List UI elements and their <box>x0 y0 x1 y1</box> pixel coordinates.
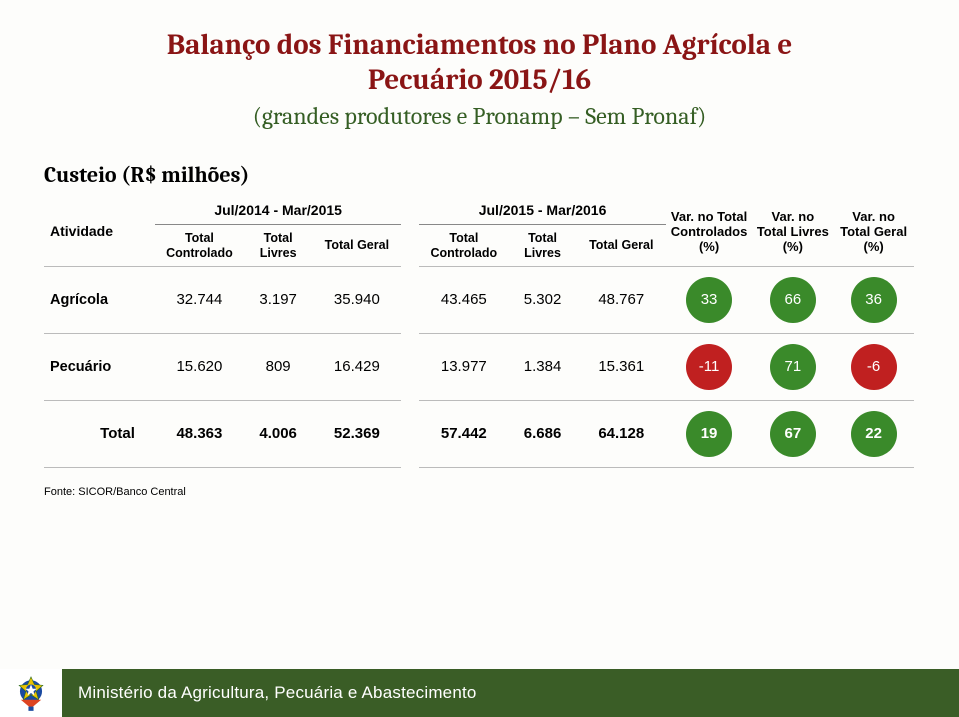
cell: 35.940 <box>312 266 401 333</box>
cell: 4.006 <box>244 400 313 467</box>
col-p1-livres: Total Livres <box>244 225 313 267</box>
page-title-line1: Balanço dos Financiamentos no Plano Agrí… <box>0 0 959 64</box>
cell: 5.302 <box>508 266 577 333</box>
coat-of-arms-icon <box>14 674 48 712</box>
footer: Ministério da Agricultura, Pecuária e Ab… <box>0 669 959 717</box>
row-label: Total <box>44 400 155 467</box>
row-label: Agrícola <box>44 266 155 333</box>
period-2-header: Jul/2015 - Mar/2016 <box>419 196 665 225</box>
var-cell: 33 <box>666 266 753 333</box>
col-p1-controlado: Total Controlado <box>155 225 244 267</box>
source-note: Fonte: SICOR/Banco Central <box>44 486 959 498</box>
cell: 52.369 <box>312 400 401 467</box>
col-var-geral: Var. no Total Geral (%) <box>833 196 914 266</box>
data-table: Atividade Jul/2014 - Mar/2015 Jul/2015 -… <box>44 196 914 468</box>
var-cell: 19 <box>666 400 753 467</box>
badge: 36 <box>851 277 897 323</box>
badge: 71 <box>770 344 816 390</box>
col-activity: Atividade <box>44 196 155 266</box>
var-cell: 71 <box>752 333 833 400</box>
badge: -6 <box>851 344 897 390</box>
cell: 64.128 <box>577 400 666 467</box>
col-var-controlados: Var. no Total Controlados (%) <box>666 196 753 266</box>
cell: 15.620 <box>155 333 244 400</box>
cell: 48.767 <box>577 266 666 333</box>
var-cell: -11 <box>666 333 753 400</box>
page-title-line2: Pecuário 2015/16 <box>0 64 959 99</box>
badge: 19 <box>686 411 732 457</box>
table-row: Agrícola32.7443.19735.940 43.4655.30248.7… <box>44 266 914 333</box>
badge: 67 <box>770 411 816 457</box>
cell: 13.977 <box>419 333 508 400</box>
cell: 43.465 <box>419 266 508 333</box>
footer-logo-box <box>0 669 62 717</box>
col-p2-geral: Total Geral <box>577 225 666 267</box>
period-1-header: Jul/2014 - Mar/2015 <box>155 196 401 225</box>
col-p2-livres: Total Livres <box>508 225 577 267</box>
cell: 48.363 <box>155 400 244 467</box>
var-cell: -6 <box>833 333 914 400</box>
cell: 32.744 <box>155 266 244 333</box>
badge: -11 <box>686 344 732 390</box>
var-cell: 22 <box>833 400 914 467</box>
footer-text: Ministério da Agricultura, Pecuária e Ab… <box>62 669 959 717</box>
table-row: Pecuário15.62080916.429 13.9771.38415.361… <box>44 333 914 400</box>
badge: 66 <box>770 277 816 323</box>
cell: 16.429 <box>312 333 401 400</box>
cell: 15.361 <box>577 333 666 400</box>
cell: 809 <box>244 333 313 400</box>
section-label: Custeio (R$ milhões) <box>44 162 959 188</box>
var-cell: 66 <box>752 266 833 333</box>
cell: 1.384 <box>508 333 577 400</box>
badge: 33 <box>686 277 732 323</box>
row-label: Pecuário <box>44 333 155 400</box>
cell: 6.686 <box>508 400 577 467</box>
table-total-row: Total48.3634.00652.369 57.4426.68664.128 1… <box>44 400 914 467</box>
page: Balanço dos Financiamentos no Plano Agrí… <box>0 0 959 717</box>
cell: 3.197 <box>244 266 313 333</box>
cell: 57.442 <box>419 400 508 467</box>
col-var-livres: Var. no Total Livres (%) <box>752 196 833 266</box>
var-cell: 67 <box>752 400 833 467</box>
page-subtitle: (grandes produtores e Pronamp – Sem Pron… <box>0 101 959 132</box>
col-p2-controlado: Total Controlado <box>419 225 508 267</box>
col-p1-geral: Total Geral <box>312 225 401 267</box>
badge: 22 <box>851 411 897 457</box>
var-cell: 36 <box>833 266 914 333</box>
